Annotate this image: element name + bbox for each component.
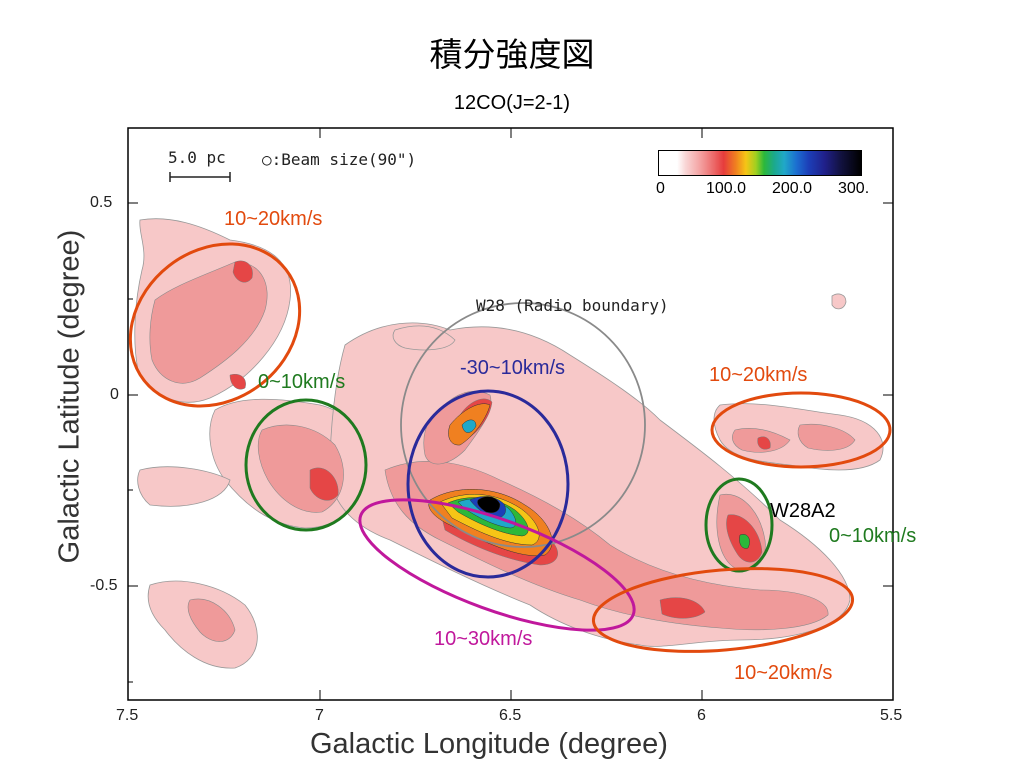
velocity-label-se: 10~20km/s [734,662,833,684]
y-tick-label: 0.5 [90,194,113,211]
x-tick-label: 6.5 [499,707,522,724]
page-subtitle: 12CO(J=2-1) [453,92,571,114]
ellipse-magenta [358,498,636,632]
ellipse-w28a2-green [704,477,774,573]
velocity-label-magenta: 10~30km/s [434,628,533,650]
emission-west-strip [137,466,231,507]
velocity-label-w28a2: 0~10km/s [829,525,917,547]
velocity-label-center: -30~10km/s [460,357,566,379]
emission-east-dot [831,293,847,310]
ellipse-se-orange [591,567,855,653]
colorbar-tick: 100.0 [706,180,747,197]
x-tick-label: 7 [315,707,324,724]
velocity-label-east: 10~20km/s [709,364,808,386]
colorbar-tick: 200.0 [772,180,813,197]
colorbar [658,150,862,176]
x-tick-label: 6 [697,707,706,724]
velocity-label-nw: 10~20km/s [224,208,323,230]
scalebar-graphic [169,172,231,182]
page-title: 積分強度図 [429,35,595,74]
y-tick-label: 0 [110,386,119,403]
x-axis-label: Galactic Longitude (degree) [310,728,668,760]
w28-boundary-label: W28 (Radio boundary) [476,296,669,315]
w28-boundary-circle [400,302,646,548]
colorbar-tick: 0 [656,180,665,197]
y-axis-label: Galactic Latitude (degree) [53,229,86,564]
ellipse-center-blue [406,389,570,579]
ellipse-east-orange [710,391,892,469]
colorbar-tick: 300. [838,180,870,197]
w28a2-label: W28A2 [770,500,836,522]
emission-north-blob [392,325,456,351]
scalebar-label: 5.0 pc [168,148,226,167]
beam-size-label: ○:Beam size(90") [262,150,417,169]
velocity-label-west: 0~10km/s [258,371,346,393]
x-tick-label: 7.5 [116,707,139,724]
x-tick-label: 5.5 [880,707,903,724]
axis-ticks [128,128,893,700]
y-tick-label: -0.5 [90,577,118,594]
ellipse-west-green [244,398,368,532]
ellipse-nw-orange [128,242,302,408]
